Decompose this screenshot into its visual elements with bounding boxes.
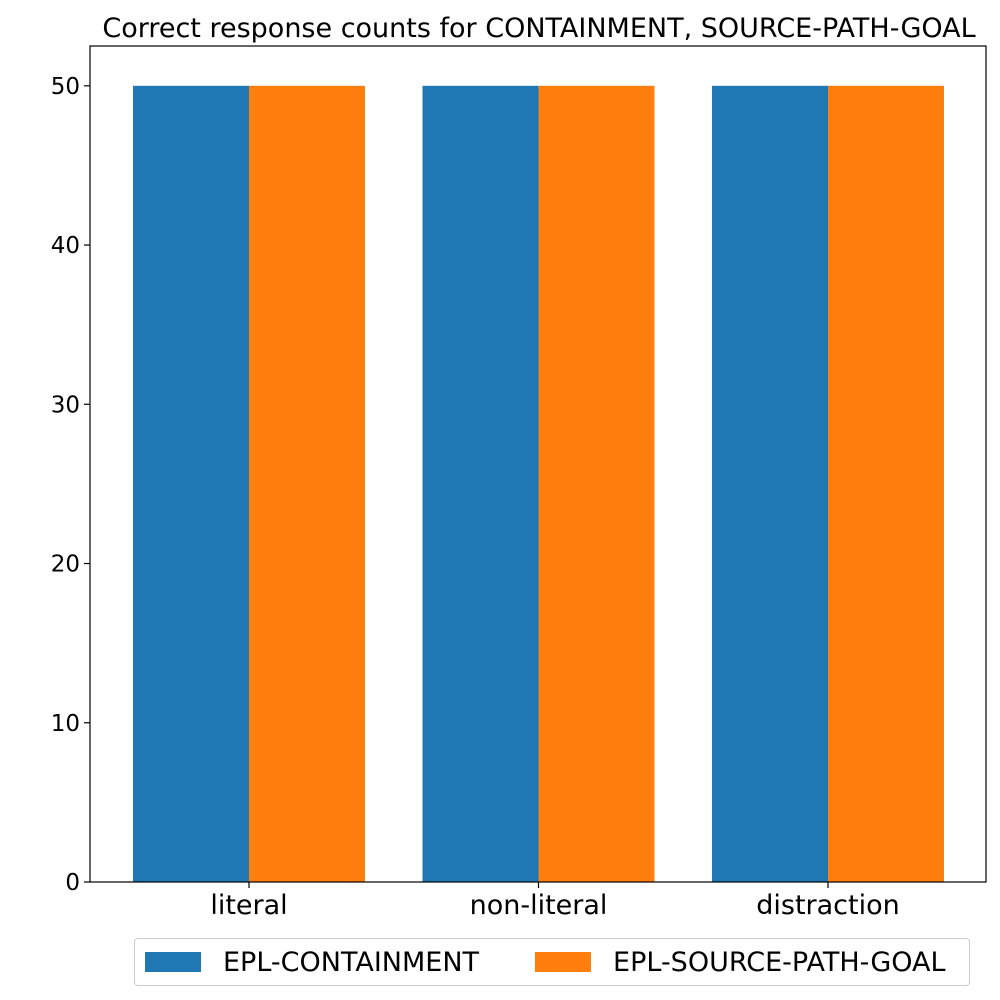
bars-group [133,85,944,883]
x-tick-label-distraction: distraction [756,890,900,921]
y-tick-label: 10 [51,711,80,737]
legend: EPL-CONTAINMENT EPL-SOURCE-PATH-GOAL [134,938,970,986]
bar-literal-epl-source-path-goal [249,85,365,883]
legend-swatch-containment [145,952,201,972]
y-tick-label: 40 [51,233,80,259]
y-tick-label: 50 [51,74,80,100]
legend-swatch-source-path-goal [535,952,592,972]
x-axis: literal non-literal distraction [210,882,900,921]
bar-distraction-epl-containment [712,85,828,883]
x-tick-label-non-literal: non-literal [470,890,608,921]
x-tick-label-literal: literal [210,890,287,921]
bar-distraction-epl-source-path-goal [828,85,944,883]
plot-frame [89,45,987,883]
y-tick-label: 30 [51,392,80,418]
legend-label-source-path-goal: EPL-SOURCE-PATH-GOAL [613,946,946,978]
bar-non-literal-epl-source-path-goal [538,85,655,883]
y-tick-label: 20 [51,552,80,578]
y-tick-label: 0 [65,870,80,896]
bar-non-literal-epl-containment [422,85,539,883]
bar-literal-epl-containment [133,85,249,883]
legend-entry-source-path-goal: EPL-SOURCE-PATH-GOAL [535,947,946,978]
chart-title: Correct response counts for CONTAINMENT,… [102,13,975,44]
legend-entry-containment: EPL-CONTAINMENT [145,947,479,978]
legend-label-containment: EPL-CONTAINMENT [223,946,480,978]
y-axis: 0 10 20 30 40 50 [51,74,90,896]
